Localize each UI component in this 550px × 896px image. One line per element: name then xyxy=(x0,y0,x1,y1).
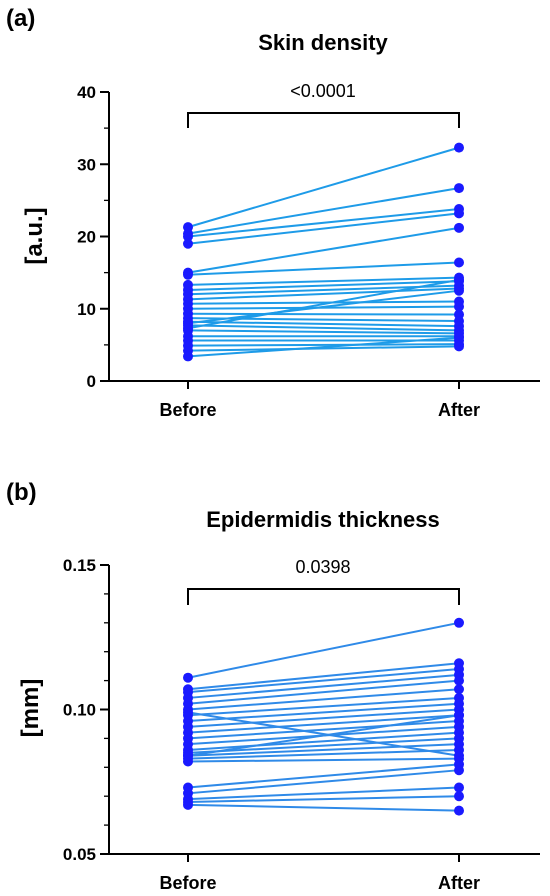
panel-b-point-after xyxy=(454,710,464,721)
panel-b-y-tick-label: 0.10 xyxy=(63,701,96,720)
panel-b-pair-line xyxy=(187,757,460,763)
panel-b-ylabel: [mm] xyxy=(17,679,44,738)
panel-b-point-after xyxy=(454,675,464,686)
panel-a: (a) Skin density [a.u.] <0.0001 0 10 20 30 4… xyxy=(6,5,540,420)
panel-b-pair-line xyxy=(187,621,460,679)
panel-a-pair-line xyxy=(187,226,460,274)
panel-b-pvalue: 0.0398 xyxy=(295,557,350,577)
panel-b-pair-line xyxy=(187,708,460,728)
panel-b-pair-line xyxy=(187,662,460,691)
panel-b-pair-line xyxy=(187,720,460,740)
panel-a-pair-line xyxy=(187,324,460,332)
panel-b-pair-line xyxy=(187,714,460,734)
panel-b-point-after xyxy=(454,617,464,628)
panel-b-point-after xyxy=(454,750,464,761)
panel-a-point-after xyxy=(454,142,464,153)
panel-b-y-tick-label: 0.05 xyxy=(63,845,96,864)
panel-b-pair-line xyxy=(187,688,460,711)
panel-a-pair-line xyxy=(187,278,460,330)
panel-a-category-after: After xyxy=(438,400,480,420)
panel-a-pair-line xyxy=(187,212,460,245)
panel-a-point-after xyxy=(454,208,464,219)
panel-a-point-before xyxy=(183,269,193,280)
panel-b-pair-line xyxy=(187,668,460,694)
panel-b-y-tick-label: 0.15 xyxy=(63,556,96,575)
panel-b-title: Epidermidis thickness xyxy=(206,507,440,532)
panel-a-y-tick-label: 0 xyxy=(87,372,96,391)
panel-a-point-before xyxy=(183,351,193,362)
panel-b-pair-line xyxy=(187,696,460,717)
panel-a-pair-line xyxy=(187,289,460,325)
panel-a-pair-line xyxy=(187,300,460,305)
panel-b-point-after xyxy=(454,791,464,802)
panel-b-pair-line xyxy=(187,803,460,812)
panel-a-pair-line xyxy=(187,312,460,316)
panel-a-point-before xyxy=(183,231,193,242)
panel-b-point-before xyxy=(183,750,193,761)
panel-a-pair-line xyxy=(187,280,460,291)
panel-a-pair-line xyxy=(187,261,460,276)
panel-b-point-before xyxy=(183,707,193,718)
panel-a-ylabel: [a.u.] xyxy=(21,207,48,264)
panel-a-point-before xyxy=(183,323,193,334)
panel-a-y-tick-label: 10 xyxy=(77,300,96,319)
panel-a-y-tick-label: 30 xyxy=(77,155,96,174)
panel-b-point-before xyxy=(183,799,193,810)
panel-b-pair-line xyxy=(187,795,460,803)
panel-b-pair-line xyxy=(187,731,460,751)
panel-a-pair-line xyxy=(187,276,460,286)
panel-a-point-after xyxy=(454,301,464,312)
panel-b-point-after xyxy=(454,782,464,793)
panel-b-pair-line xyxy=(187,737,460,754)
panel-a-pair-line xyxy=(187,146,460,229)
panel-a-pair-line xyxy=(187,287,460,301)
panel-a-label: (a) xyxy=(6,5,35,32)
panel-a-point-after xyxy=(454,257,464,268)
panel-b-label: (b) xyxy=(6,479,37,506)
panel-a-point-after xyxy=(454,183,464,194)
panel-a-pair-line xyxy=(187,329,460,335)
panel-b-pair-line xyxy=(187,702,460,723)
panel-b-pair-line xyxy=(187,714,460,757)
panel-a-plot: 0 10 20 30 40 xyxy=(77,83,540,391)
panel-a-title: Skin density xyxy=(258,30,388,55)
panel-a-pair-line xyxy=(187,343,460,347)
panel-b-significance-bracket xyxy=(187,588,460,605)
panel-a-point-after xyxy=(454,285,464,296)
panel-a-pair-line xyxy=(187,320,460,328)
panel-b-category-before: Before xyxy=(159,873,216,893)
panel-a-point-after xyxy=(454,222,464,233)
panel-a-significance-bracket xyxy=(187,112,460,128)
panel-a-y-tick-label: 20 xyxy=(77,228,96,247)
panel-b-point-after xyxy=(454,805,464,816)
panel-b-pair-line xyxy=(187,711,460,757)
panel-a-y-tick-label: 40 xyxy=(77,83,96,102)
panel-b-pair-line xyxy=(187,763,460,789)
panel-b-pair-line xyxy=(187,786,460,801)
panel-a-point-before xyxy=(183,238,193,249)
panel-b-category-after: After xyxy=(438,873,480,893)
panel-b-pair-line xyxy=(187,748,460,760)
panel-b-plot: 0.05 0.10 0.15 xyxy=(63,556,540,864)
panel-b-pair-line xyxy=(187,743,460,757)
panel-a-pair-line xyxy=(187,336,460,358)
panel-b-point-before xyxy=(183,672,193,683)
panel-a-point-after xyxy=(454,274,464,285)
panel-a-pair-line xyxy=(187,208,460,238)
panel-b-pair-line xyxy=(187,679,460,705)
panel-b-pair-line xyxy=(187,769,460,795)
panel-a-category-before: Before xyxy=(159,400,216,420)
panel-b-pair-line xyxy=(187,673,460,699)
panel-a-pair-line xyxy=(187,187,460,235)
panel-a-pair-line xyxy=(187,345,460,352)
panel-a-point-after xyxy=(454,341,464,352)
panel-b: (b) Epidermidis thickness [mm] 0.0398 0.… xyxy=(6,479,540,893)
panel-a-pvalue: <0.0001 xyxy=(290,81,356,101)
panel-b-point-after xyxy=(454,765,464,776)
panel-a-point-after xyxy=(454,332,464,343)
panel-b-point-after xyxy=(454,684,464,695)
